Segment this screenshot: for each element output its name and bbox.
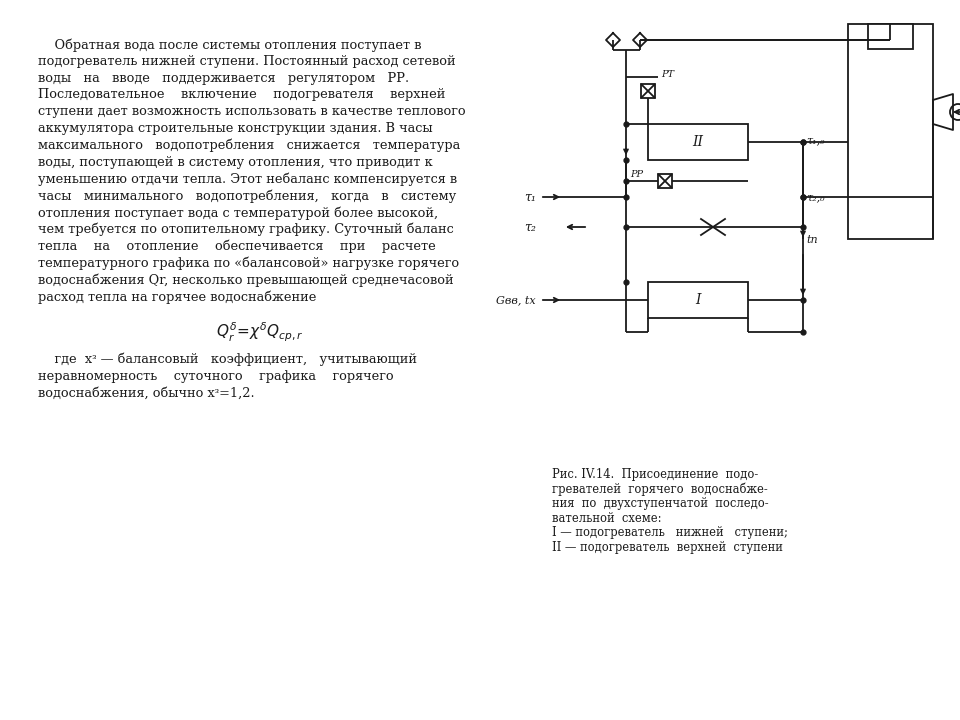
Text: расход тепла на горячее водоснабжение: расход тепла на горячее водоснабжение: [38, 290, 317, 304]
Text: РР: РР: [630, 170, 643, 179]
Text: чем требуется по отопительному графику. Суточный баланс: чем требуется по отопительному графику. …: [38, 222, 454, 236]
Text: воды, поступающей в систему отопления, что приводит к: воды, поступающей в систему отопления, ч…: [38, 156, 433, 168]
Text: τ₂,₀: τ₂,₀: [806, 192, 825, 202]
Text: неравномерность    суточного    графика    горячего: неравномерность суточного графика горяче…: [38, 369, 394, 382]
Text: ния  по  двухступенчатой  последо-: ния по двухступенчатой последо-: [552, 497, 769, 510]
Text: уменьшению отдачи тепла. Этот небаланс компенсируется в: уменьшению отдачи тепла. Этот небаланс к…: [38, 172, 457, 186]
Text: II: II: [692, 135, 704, 149]
Text: τ₁,₀: τ₁,₀: [806, 135, 825, 145]
Text: Рис. IV.14.  Присоединение  подо-: Рис. IV.14. Присоединение подо-: [552, 468, 758, 481]
Bar: [648, 124, 748, 160]
Text: II — подогреватель  верхней  ступени: II — подогреватель верхней ступени: [552, 541, 782, 554]
Text: максимального   водопотребления   снижается   температура: максимального водопотребления снижается …: [38, 139, 460, 153]
Text: аккумулятора строительные конструкции здания. В часы: аккумулятора строительные конструкции зд…: [38, 122, 433, 135]
Text: tп: tп: [806, 235, 818, 245]
Text: отопления поступает вода с температурой более высокой,: отопления поступает вода с температурой …: [38, 206, 438, 220]
Bar: [648, 282, 748, 318]
Text: РТ: РТ: [661, 70, 674, 79]
Text: Обратная вода после системы отопления поступает в: Обратная вода после системы отопления по…: [38, 38, 421, 52]
Text: часы   минимального   водопотребления,   когда   в   систему: часы минимального водопотребления, когда…: [38, 189, 456, 203]
Text: гревателей  горячего  водоснабже-: гревателей горячего водоснабже-: [552, 482, 768, 496]
Bar: [868, 24, 913, 49]
Text: $Q_r^\delta\!=\!\chi^\delta Q_{cp,r}$: $Q_r^\delta\!=\!\chi^\delta Q_{cp,r}$: [216, 321, 304, 344]
Text: подогреватель нижней ступени. Постоянный расход сетевой: подогреватель нижней ступени. Постоянный…: [38, 55, 456, 68]
Text: температурного графика по «балансовой» нагрузке горячего: температурного графика по «балансовой» н…: [38, 256, 459, 270]
Text: тепла    на    отопление    обеспечивается    при    расчете: тепла на отопление обеспечивается при ра…: [38, 240, 436, 253]
Text: вательной  схеме:: вательной схеме:: [552, 511, 661, 524]
Text: где  хᶟ — балансовый   коэффициент,   учитывающий: где хᶟ — балансовый коэффициент, учитыва…: [38, 353, 417, 366]
Text: τ₂: τ₂: [524, 220, 536, 233]
Text: Последовательное    включение    подогревателя    верхней: Последовательное включение подогревателя…: [38, 89, 445, 102]
Bar: [641, 84, 655, 98]
Text: водоснабжения Qr, несколько превышающей среднечасовой: водоснабжения Qr, несколько превышающей …: [38, 273, 454, 287]
Text: воды   на   вводе   поддерживается   регулятором   РР.: воды на вводе поддерживается регулятором…: [38, 71, 409, 85]
Text: ступени дает возможность использовать в качестве теплового: ступени дает возможность использовать в …: [38, 105, 466, 118]
Text: I: I: [695, 293, 701, 307]
Text: τ₁: τ₁: [524, 191, 536, 204]
Bar: [848, 24, 933, 239]
Text: I — подогреватель   нижней   ступени;: I — подогреватель нижней ступени;: [552, 526, 788, 539]
Bar: [658, 174, 672, 188]
Text: Gвв, tх: Gвв, tх: [496, 295, 536, 305]
Text: водоснабжения, обычно хᶟ=1,2.: водоснабжения, обычно хᶟ=1,2.: [38, 387, 254, 400]
